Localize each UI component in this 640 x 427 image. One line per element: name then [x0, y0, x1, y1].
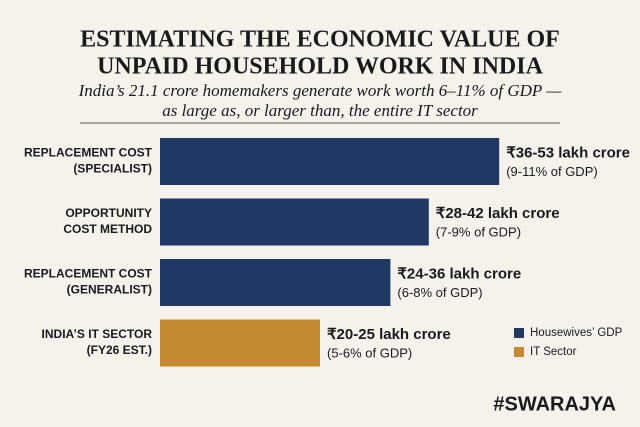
legend-label: Housewives’ GDP	[530, 327, 623, 339]
legend-swatch	[514, 347, 524, 357]
bar	[160, 259, 391, 306]
share-label: (5-6% of GDP)	[327, 345, 412, 360]
legend-swatch	[514, 328, 524, 338]
share-label: (9-11% of GDP)	[506, 164, 598, 179]
bar	[160, 198, 429, 246]
category-label: INDIA’S IT SECTOR	[42, 327, 153, 341]
category-label: OPPORTUNITY	[65, 206, 152, 220]
share-label: (7-9% of GDP)	[436, 224, 521, 239]
value-label: ₹36-53 lakh crore	[506, 144, 630, 161]
legend-label: IT Sector	[530, 346, 577, 358]
brand: #SWARAJYA	[493, 393, 616, 415]
share-label: (6-8% of GDP)	[397, 285, 482, 300]
value-label: ₹28-42 lakh crore	[436, 205, 560, 222]
category-label: (SPECIALIST)	[73, 162, 152, 176]
subtitle: India’s 21.1 crore homemakers generate w…	[78, 81, 563, 100]
value-label: ₹24-36 lakh crore	[397, 265, 521, 282]
chart-title: UNPAID HOUSEHOLD WORK IN INDIA	[97, 54, 543, 80]
bar	[160, 319, 320, 367]
category-label: (GENERALIST)	[67, 283, 152, 297]
chart-title: ESTIMATING THE ECONOMIC VALUE OF	[80, 27, 560, 53]
category-label: COST METHOD	[63, 222, 152, 236]
value-label: ₹20-25 lakh crore	[327, 326, 451, 343]
subtitle: as large as, or larger than, the entire …	[162, 101, 478, 120]
category-label: REPLACEMENT COST	[24, 146, 153, 160]
category-label: (FY26 EST.)	[87, 343, 152, 357]
bar	[160, 138, 500, 185]
category-label: REPLACEMENT COST	[24, 267, 153, 281]
